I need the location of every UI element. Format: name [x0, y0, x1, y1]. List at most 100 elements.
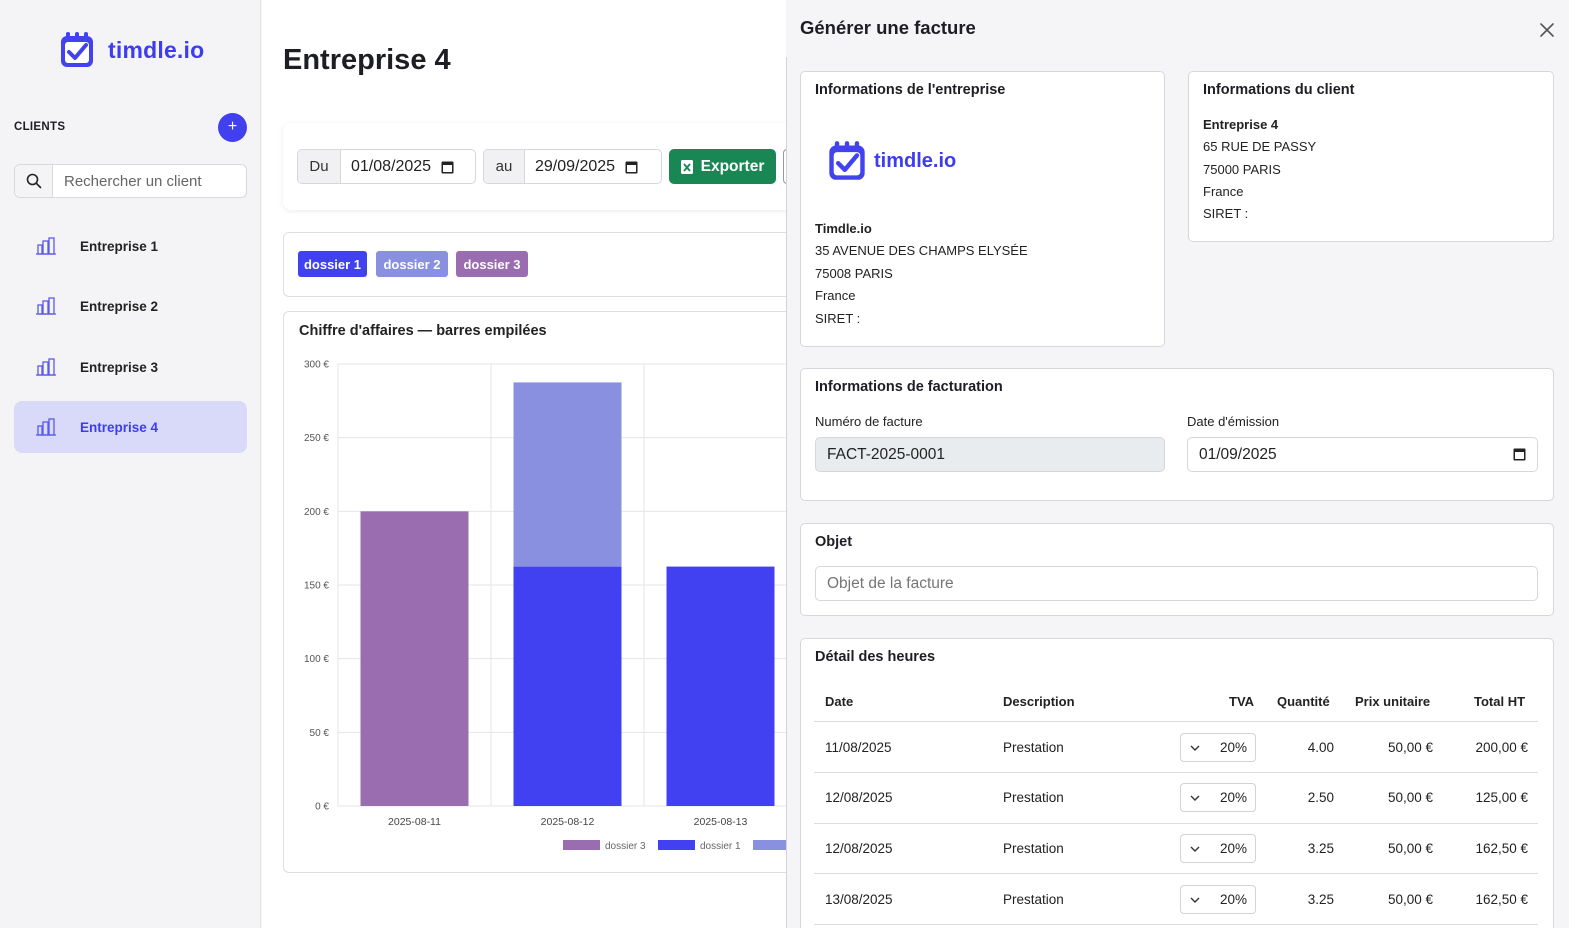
y-tick-label: 200 € [304, 507, 329, 518]
row-description: Prestation [1003, 790, 1064, 805]
invoice-number-field: FACT-2025-0001 [815, 437, 1165, 472]
client-address-2: 75000 PARIS [1203, 162, 1281, 177]
legend-swatch [753, 840, 790, 850]
building-icon [36, 358, 56, 376]
row-divider [814, 924, 1538, 925]
object-input[interactable] [815, 566, 1538, 601]
panel-border [786, 0, 787, 928]
row-date: 12/08/2025 [825, 841, 893, 856]
app-logo[interactable]: timdle.io [58, 30, 204, 70]
tva-select[interactable]: 20% [1180, 733, 1256, 762]
client-item-label: Entreprise 1 [80, 238, 159, 254]
date-from-group[interactable]: Du 01/08/2025 [297, 149, 476, 184]
company-info-title: Informations de l'entreprise [815, 82, 1006, 98]
client-item-label: Entreprise 3 [80, 359, 159, 375]
client-country: France [1203, 184, 1244, 199]
tag-dossier-1[interactable]: dossier 1 [298, 251, 367, 277]
building-icon [36, 418, 56, 436]
row-unit-price: 50,00 € [1387, 740, 1433, 755]
calendar-icon[interactable] [441, 160, 454, 174]
row-quantity: 3.25 [1307, 841, 1334, 856]
y-tick-label: 300 € [304, 360, 329, 371]
bar-segment [666, 566, 775, 806]
issue-date-field[interactable]: 01/09/2025 [1187, 437, 1538, 472]
col-header-unit-price: Prix unitaire [1355, 694, 1431, 709]
date-from-input[interactable]: 01/08/2025 [341, 150, 454, 183]
client-item-entreprise-1[interactable]: Entreprise 1 [14, 220, 247, 272]
row-divider [814, 772, 1538, 773]
calendar-check-icon [829, 141, 865, 180]
row-description: Prestation [1003, 841, 1064, 856]
stacked-bar-chart: 0 € 50 € 100 € 150 € 200 € 250 € 300 € 2025-08-… [304, 360, 802, 852]
company-logo: timdle.io [826, 138, 956, 184]
row-divider [814, 823, 1538, 824]
row-description: Prestation [1003, 892, 1064, 907]
client-item-entreprise-2[interactable]: Entreprise 2 [14, 280, 247, 332]
secondary-button-partial[interactable] [783, 149, 787, 184]
row-total: 200,00 € [1475, 740, 1528, 755]
calendar-check-icon [61, 32, 93, 67]
client-item-label: Entreprise 2 [80, 298, 159, 314]
company-info-box [800, 71, 1165, 347]
tva-select[interactable]: 20% [1180, 885, 1256, 914]
bar-segment [513, 566, 622, 806]
tva-value: 20% [1219, 740, 1247, 755]
row-quantity: 4.00 [1307, 740, 1334, 755]
date-from-prefix: Du [298, 150, 341, 183]
building-icon [36, 237, 56, 255]
excel-file-icon [680, 159, 693, 174]
row-date: 13/08/2025 [825, 892, 893, 907]
add-client-button[interactable]: + [218, 112, 247, 142]
tva-value: 20% [1219, 841, 1247, 856]
tva-select[interactable]: 20% [1180, 834, 1256, 863]
bar-segment [513, 382, 622, 567]
tva-select[interactable]: 20% [1180, 783, 1256, 812]
date-to-prefix: au [484, 150, 525, 183]
hours-detail-title: Détail des heures [815, 649, 936, 665]
plus-icon: + [227, 118, 238, 135]
col-header-date: Date [825, 694, 854, 709]
export-button[interactable]: Exporter [669, 149, 776, 184]
search-icon [15, 165, 53, 197]
tag-dossier-2[interactable]: dossier 2 [376, 251, 448, 277]
client-name: Entreprise 4 [1203, 117, 1279, 132]
date-to-group[interactable]: au 29/09/2025 [483, 149, 662, 184]
x-tick-label: 2025-08-11 [388, 816, 441, 828]
y-tick-label: 100 € [304, 654, 329, 665]
hours-detail-box [800, 638, 1554, 928]
tag-dossier-3[interactable]: dossier 3 [456, 251, 528, 277]
y-tick-label: 0 € [315, 802, 329, 813]
legend-swatch [658, 840, 695, 850]
close-panel-button[interactable] [1536, 19, 1558, 41]
row-unit-price: 50,00 € [1387, 790, 1433, 805]
date-to-input[interactable]: 29/09/2025 [525, 150, 638, 183]
client-item-label: Entreprise 4 [80, 419, 159, 435]
export-label: Exporter [700, 157, 765, 175]
row-total: 125,00 € [1475, 790, 1528, 805]
client-address-1: 65 RUE DE PASSY [1203, 139, 1317, 154]
client-search-input[interactable] [53, 172, 243, 190]
invoice-number-label: Numéro de facture [815, 414, 923, 429]
company-logo-text: timdle.io [874, 149, 957, 172]
client-item-entreprise-3[interactable]: Entreprise 3 [14, 341, 247, 393]
panel-header [786, 0, 1569, 57]
chevron-down-icon [1181, 835, 1208, 862]
calendar-icon[interactable] [1513, 447, 1526, 461]
calendar-icon[interactable] [625, 160, 638, 174]
legend-swatch [563, 840, 600, 850]
table-header-divider [814, 721, 1538, 722]
panel-title: Générer une facture [800, 17, 976, 38]
col-header-tva: TVA [1229, 694, 1255, 709]
company-address-1: 35 AVENUE DES CHAMPS ELYSÉE [815, 243, 1028, 258]
client-info-box [1188, 71, 1554, 242]
row-unit-price: 50,00 € [1387, 892, 1433, 907]
row-unit-price: 50,00 € [1387, 841, 1433, 856]
legend-label: dossier 3 [605, 841, 646, 852]
clients-label: CLIENTS [14, 121, 66, 133]
clients-header: CLIENTS + [14, 112, 247, 142]
y-tick-label: 250 € [304, 433, 329, 444]
row-total: 162,50 € [1475, 892, 1528, 907]
company-siret: SIRET : [815, 311, 861, 326]
client-item-entreprise-4[interactable]: Entreprise 4 [14, 401, 247, 453]
billing-info-title: Informations de facturation [815, 379, 1003, 395]
